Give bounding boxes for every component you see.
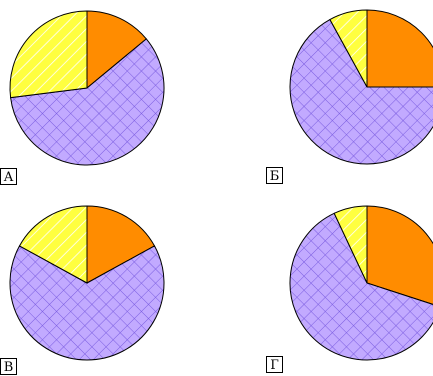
chart-label-v: В [0, 358, 17, 375]
pie-slice-yellow-hatch [18, 205, 88, 284]
pie-slice-yellow-hatch [333, 205, 368, 284]
pie-chart-a [9, 10, 165, 166]
pie-chart-g [289, 205, 433, 361]
pie-slice-purple-crosshatch [10, 38, 165, 166]
pie-slice-yellow-hatch [329, 9, 368, 88]
chart-label-b: Б [266, 167, 283, 184]
chart-label-a: А [0, 168, 17, 185]
chart-label-g: Г [266, 356, 283, 373]
pie-slice-purple-crosshatch [289, 212, 433, 361]
pie-chart-v [9, 205, 165, 361]
pie-slice-orange [366, 205, 433, 305]
pie-slice-purple-crosshatch [289, 18, 433, 165]
pie-slice-orange [366, 9, 433, 88]
pie-slice-orange [86, 10, 148, 90]
pie-slice-purple-crosshatch [9, 245, 165, 361]
pie-slice-yellow-hatch [9, 10, 88, 99]
pie-slice-orange [86, 205, 156, 284]
pie-chart-b [289, 9, 433, 165]
